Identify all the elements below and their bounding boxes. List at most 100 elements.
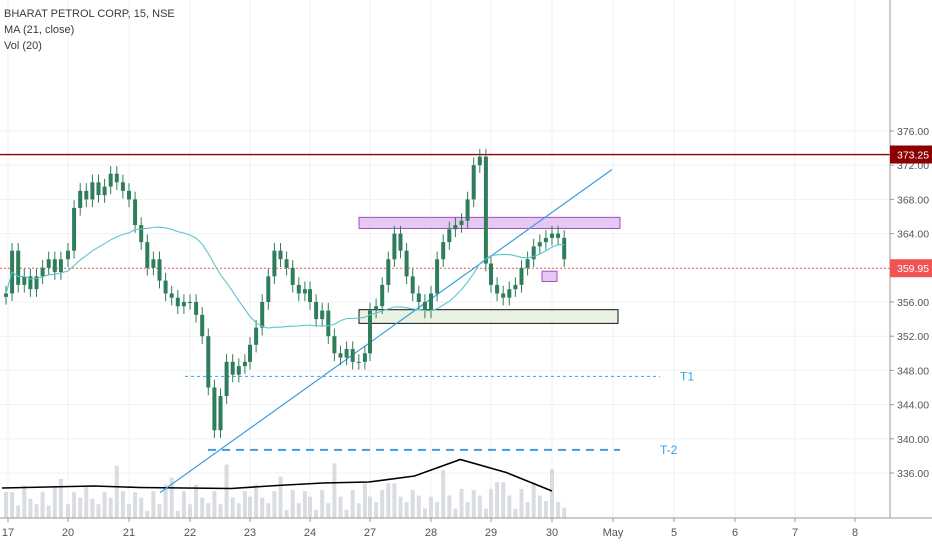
candle-body-77 (471, 165, 476, 200)
candle-body-67 (410, 276, 415, 294)
target-label-t1: T1 (680, 369, 694, 383)
candle-body-57 (350, 349, 355, 362)
annotation-zones[interactable] (358, 216, 621, 324)
candle-body-27 (169, 293, 174, 298)
last-price-marker: 359.95 (897, 263, 929, 275)
candle-body-35 (218, 396, 223, 431)
y-tick-label-1: 340.00 (897, 434, 929, 446)
candle-body-86 (525, 259, 530, 268)
candle-body-21 (133, 199, 138, 226)
volume-bar-13 (84, 485, 89, 518)
x-tick-label-4: 23 (244, 527, 256, 539)
volume-bar-63 (386, 483, 391, 518)
trendline[interactable] (159, 168, 613, 494)
volume-bar-84 (513, 508, 518, 518)
symbol-title: BHARAT PETROL CORP, 15, NSE (4, 8, 175, 20)
resistance-price-marker: 373.25 (897, 150, 929, 162)
candle-body-39 (242, 361, 247, 367)
candle-body-63 (386, 259, 391, 285)
y-tick-label-9: 376.00 (897, 126, 929, 138)
volume-bar-45 (278, 476, 283, 518)
small-box[interactable] (541, 270, 558, 282)
volume-bar-60 (368, 496, 372, 518)
volume-bar-11 (72, 492, 77, 518)
candle-body-68 (416, 293, 421, 302)
volume-bar-50 (308, 496, 312, 518)
ma-indicator-label[interactable]: MA (21, close) (4, 24, 75, 36)
demand-zone[interactable] (358, 309, 619, 324)
candle-body-65 (398, 233, 403, 251)
volume-bar-58 (356, 503, 361, 518)
candle-body-3 (22, 276, 27, 285)
candle-body-23 (145, 242, 150, 268)
volume-bar-88 (537, 495, 542, 518)
supply-zone[interactable] (358, 216, 621, 229)
candle-body-29 (181, 302, 186, 307)
volume-bar-29 (181, 491, 186, 518)
candle-body-22 (139, 225, 144, 243)
volume-bar-83 (507, 495, 512, 518)
target-lines[interactable]: T1 T-2 (185, 369, 694, 457)
volume-bar-85 (519, 488, 524, 518)
candle-body-43 (266, 276, 271, 302)
volume-bar-23 (145, 510, 150, 518)
candle-body-83 (507, 289, 512, 298)
volume-bar-15 (96, 504, 101, 518)
volume-bar-7 (46, 505, 51, 518)
candle-body-47 (290, 267, 295, 285)
y-tick-label-4: 352.00 (897, 331, 929, 343)
volume-bar-68 (416, 495, 421, 518)
volume-bar-53 (326, 503, 331, 518)
candle-body-28 (175, 297, 180, 307)
volume-bar-64 (392, 483, 397, 518)
volume-bar-8 (52, 485, 57, 518)
volume-bar-87 (531, 482, 536, 518)
volume-bar-3 (22, 485, 27, 518)
x-tick-label-7: 28 (425, 527, 437, 539)
candle-body-25 (157, 259, 162, 281)
candle-body-32 (200, 314, 205, 337)
candle-body-62 (380, 284, 385, 307)
volume-bar-6 (40, 492, 45, 518)
volume-bar-5 (34, 504, 39, 518)
price-axis[interactable]: 336.00 340.00 344.00 348.00 352.00 356.00 364.… (889, 0, 932, 518)
volume-bar-57 (350, 490, 355, 518)
volume-bar-82 (501, 482, 506, 518)
volume-bar-59 (362, 483, 367, 518)
time-axis[interactable]: 17 20 21 22 23 24 27 28 29 30 May 5 6 7 8 (0, 517, 932, 550)
candle-body-87 (531, 246, 536, 260)
volume-bar-79 (483, 508, 488, 518)
y-tick-label-0: 336.00 (897, 468, 929, 480)
candle-body-45 (278, 250, 283, 260)
x-tick-label-12: 6 (732, 527, 738, 539)
candle-body-38 (236, 366, 241, 375)
volume-bar-72 (441, 470, 446, 518)
candle-body-58 (356, 361, 361, 363)
candle-body-84 (513, 284, 518, 290)
candle-body-14 (90, 182, 95, 200)
volume-indicator-label[interactable]: Vol (20) (4, 40, 42, 52)
x-tick-label-11: 5 (671, 527, 677, 539)
volume-bar-89 (543, 501, 548, 518)
volume-bar-27 (169, 477, 174, 518)
volume-bar-14 (90, 498, 95, 518)
candle-body-24 (151, 259, 156, 268)
candle-body-8 (52, 259, 57, 273)
volume-bar-39 (242, 491, 247, 518)
candle-body-48 (296, 284, 301, 294)
candle-body-81 (495, 284, 500, 294)
volume-bar-81 (495, 482, 500, 518)
candle-body-56 (344, 349, 349, 358)
volume-bar-25 (157, 504, 162, 518)
candle-body-16 (102, 186, 107, 196)
candle-body-51 (314, 302, 319, 320)
candle-body-9 (58, 259, 63, 273)
volume-bar-66 (404, 502, 409, 518)
x-tick-label-14: 8 (852, 527, 858, 539)
volume-bar-41 (254, 484, 259, 518)
chart-legend: BHARAT PETROL CORP, 15, NSE MA (21, clos… (4, 6, 175, 54)
candle-body-72 (441, 242, 446, 260)
resistance-price-marker-bg (890, 145, 932, 164)
